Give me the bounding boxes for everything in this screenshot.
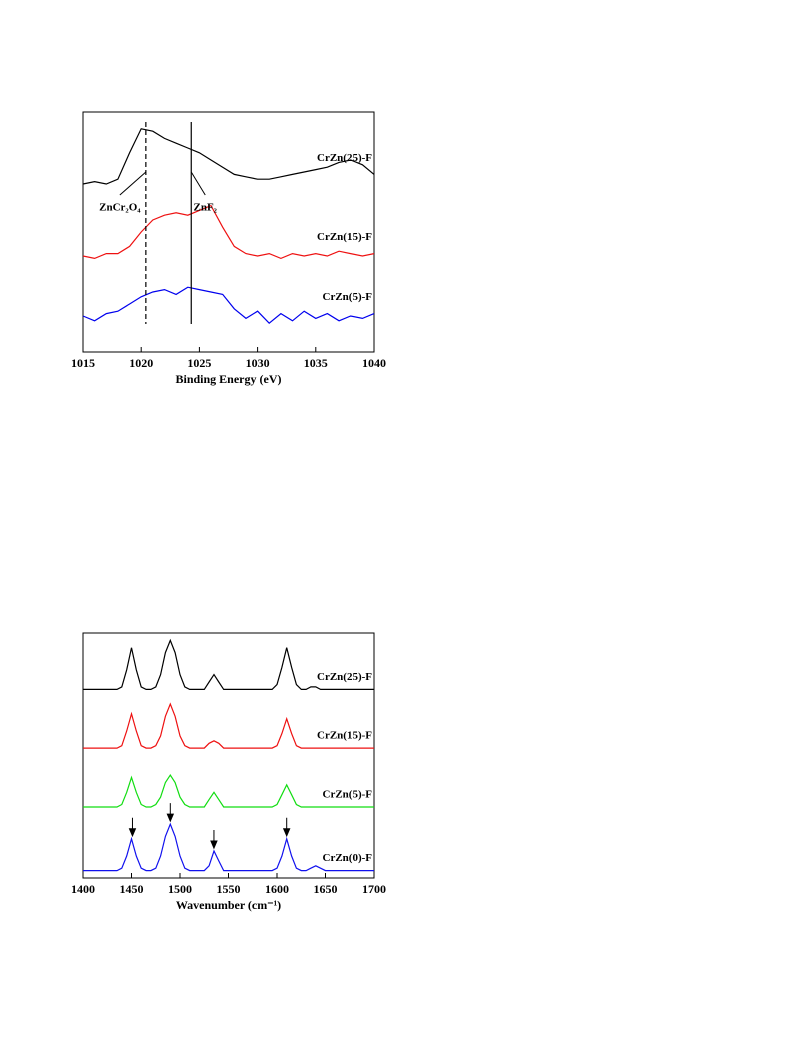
x-axis-label: Binding Energy (eV) — [175, 372, 281, 386]
x-tick-label: 1025 — [187, 356, 211, 370]
x-tick-label: 1600 — [265, 882, 289, 896]
series-label: CrZn(15)-F — [317, 730, 372, 742]
x-tick-label: 1500 — [168, 882, 192, 896]
series-line — [83, 822, 374, 872]
x-tick-label: 1015 — [71, 356, 95, 370]
x-tick-label: 1035 — [304, 356, 328, 370]
series-label: CrZn(0)-F — [323, 852, 373, 864]
x-tick-label: 1020 — [129, 356, 153, 370]
series-label: CrZn(25)-F — [317, 671, 372, 683]
leader-line — [190, 171, 206, 196]
peak-arrow — [166, 803, 175, 823]
series-label: CrZn(25)-F — [317, 152, 372, 164]
x-tick-label: 1450 — [120, 882, 144, 896]
series-line — [82, 204, 375, 260]
annotation: ZnF₂ — [194, 202, 218, 214]
peak-arrow — [282, 817, 291, 838]
peak-arrow — [210, 830, 218, 850]
series-label: CrZn(5)-F — [323, 788, 373, 800]
plot-frame — [82, 111, 375, 353]
annotation: ZnCr₂O₄ — [99, 202, 141, 214]
peak-arrow — [128, 817, 137, 838]
leader-line — [119, 171, 147, 196]
series-line — [83, 638, 374, 690]
x-tick-label: 1400 — [71, 882, 95, 896]
x-tick-label: 1700 — [362, 882, 386, 896]
series-label: CrZn(15)-F — [317, 231, 372, 243]
series-line — [82, 286, 375, 325]
x-tick-label: 1040 — [362, 356, 386, 370]
series-label: CrZn(5)-F — [323, 291, 373, 303]
x-tick-label: 1650 — [314, 882, 338, 896]
x-tick-label: 1030 — [246, 356, 270, 370]
x-axis-label: Wavenumber (cm⁻¹) — [176, 898, 281, 912]
series-line — [82, 128, 375, 185]
series-line — [83, 774, 374, 808]
x-tick-label: 1550 — [217, 882, 241, 896]
series-line — [83, 702, 374, 749]
